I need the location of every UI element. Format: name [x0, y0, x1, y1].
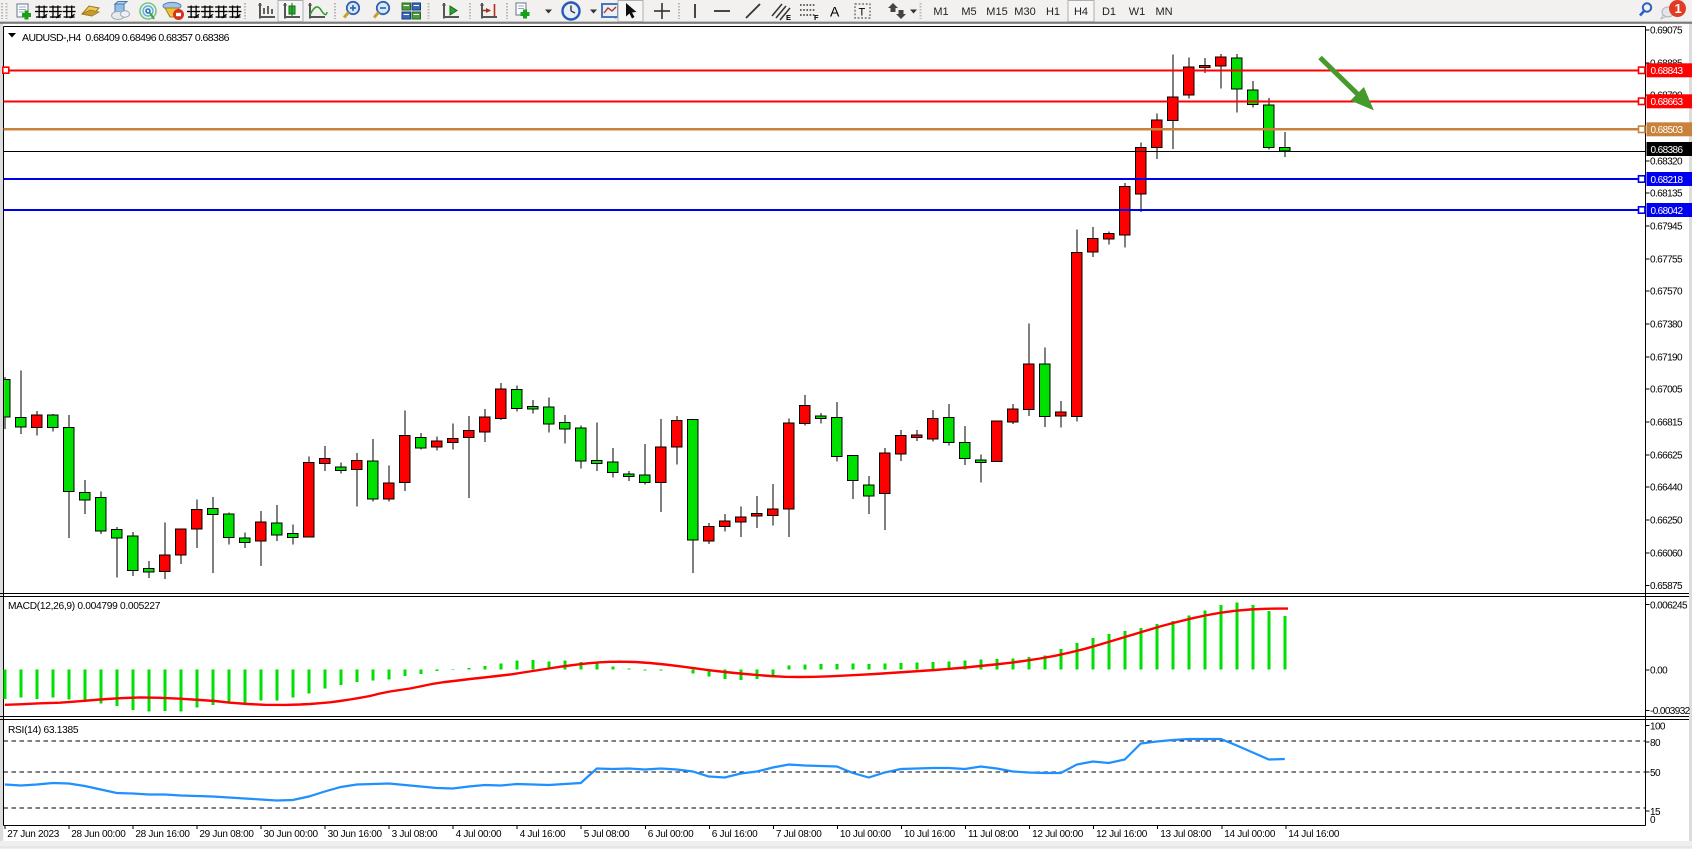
svg-text:50: 50	[1650, 768, 1661, 779]
svg-text:0.66440: 0.66440	[1650, 483, 1683, 494]
svg-text:0.68042: 0.68042	[1651, 206, 1684, 217]
svg-text:0.65875: 0.65875	[1650, 581, 1683, 592]
svg-text:W1: W1	[1129, 6, 1146, 18]
svg-text:AUDUSD-,H4 0.68409 0.68496 0.: AUDUSD-,H4 0.68409 0.68496 0.68357 0.683…	[22, 32, 230, 44]
svg-text:7 Jul 08:00: 7 Jul 08:00	[776, 829, 822, 840]
svg-text:30 Jun 16:00: 30 Jun 16:00	[328, 829, 383, 840]
svg-text:0.006245: 0.006245	[1650, 600, 1688, 611]
svg-text:14 Jul 16:00: 14 Jul 16:00	[1288, 829, 1340, 840]
svg-text:0.67755: 0.67755	[1650, 255, 1683, 266]
svg-text:M1: M1	[933, 6, 948, 18]
svg-text:4 Jul 16:00: 4 Jul 16:00	[520, 829, 566, 840]
svg-text:0.68503: 0.68503	[1651, 125, 1684, 136]
svg-text:0.66815: 0.66815	[1650, 418, 1683, 429]
svg-text:4 Jul 00:00: 4 Jul 00:00	[456, 829, 502, 840]
svg-text:0.67570: 0.67570	[1650, 287, 1683, 298]
svg-text:0.66060: 0.66060	[1650, 549, 1683, 560]
svg-text:0.68663: 0.68663	[1651, 97, 1684, 108]
svg-text:15: 15	[1650, 807, 1661, 818]
svg-text:0.68386: 0.68386	[1651, 145, 1684, 156]
svg-text:11 Jul 08:00: 11 Jul 08:00	[968, 829, 1019, 840]
svg-text:0.68135: 0.68135	[1650, 189, 1683, 200]
svg-text:6 Jul 16:00: 6 Jul 16:00	[712, 829, 758, 840]
svg-text:M5: M5	[961, 6, 976, 18]
svg-text:0.68843: 0.68843	[1651, 66, 1684, 77]
svg-text:0.67380: 0.67380	[1650, 320, 1683, 331]
svg-text:100: 100	[1650, 721, 1666, 732]
svg-text:1: 1	[1675, 1, 1682, 16]
svg-text:F: F	[814, 13, 819, 22]
svg-text:3 Jul 08:00: 3 Jul 08:00	[392, 829, 438, 840]
svg-text:12 Jul 00:00: 12 Jul 00:00	[1032, 829, 1084, 840]
svg-text:10 Jul 16:00: 10 Jul 16:00	[904, 829, 956, 840]
svg-text:28 Jun 16:00: 28 Jun 16:00	[135, 829, 190, 840]
svg-text:0.66625: 0.66625	[1650, 451, 1683, 462]
svg-text:-0.003932: -0.003932	[1650, 706, 1691, 717]
svg-text:13 Jul 08:00: 13 Jul 08:00	[1160, 829, 1212, 840]
svg-text:6 Jul 00:00: 6 Jul 00:00	[648, 829, 694, 840]
svg-text:29 Jun 08:00: 29 Jun 08:00	[199, 829, 254, 840]
svg-text:27 Jun 2023: 27 Jun 2023	[7, 829, 59, 840]
svg-text:A: A	[830, 4, 840, 20]
svg-text:30 Jun 00:00: 30 Jun 00:00	[264, 829, 319, 840]
svg-text:H4: H4	[1074, 6, 1088, 18]
svg-text:MACD(12,26,9) 0.004799 0.00522: MACD(12,26,9) 0.004799 0.005227	[8, 601, 161, 612]
svg-text:0.68218: 0.68218	[1651, 175, 1684, 186]
svg-text:28 Jun 00:00: 28 Jun 00:00	[71, 829, 126, 840]
svg-text:E: E	[786, 13, 791, 22]
svg-text:0.66250: 0.66250	[1650, 516, 1683, 527]
svg-text:0.69075: 0.69075	[1650, 26, 1683, 37]
svg-text:12 Jul 16:00: 12 Jul 16:00	[1096, 829, 1148, 840]
svg-text:0: 0	[1650, 815, 1656, 826]
svg-text:MN: MN	[1155, 6, 1172, 18]
svg-text:5 Jul 08:00: 5 Jul 08:00	[584, 829, 630, 840]
svg-text:80: 80	[1650, 738, 1661, 749]
svg-text:T: T	[859, 7, 866, 19]
svg-text:D1: D1	[1102, 6, 1116, 18]
svg-text:0.67945: 0.67945	[1650, 222, 1683, 233]
svg-text:10 Jul 00:00: 10 Jul 00:00	[840, 829, 892, 840]
svg-text:0.68320: 0.68320	[1650, 157, 1683, 168]
svg-text:M30: M30	[1014, 6, 1035, 18]
svg-text:H1: H1	[1046, 6, 1060, 18]
svg-text:RSI(14) 63.1385: RSI(14) 63.1385	[8, 725, 79, 736]
svg-text:0.00: 0.00	[1650, 666, 1668, 677]
svg-text:M15: M15	[986, 6, 1007, 18]
svg-text:0.67190: 0.67190	[1650, 353, 1683, 364]
svg-text:14 Jul 00:00: 14 Jul 00:00	[1224, 829, 1276, 840]
svg-text:0.67005: 0.67005	[1650, 385, 1683, 396]
